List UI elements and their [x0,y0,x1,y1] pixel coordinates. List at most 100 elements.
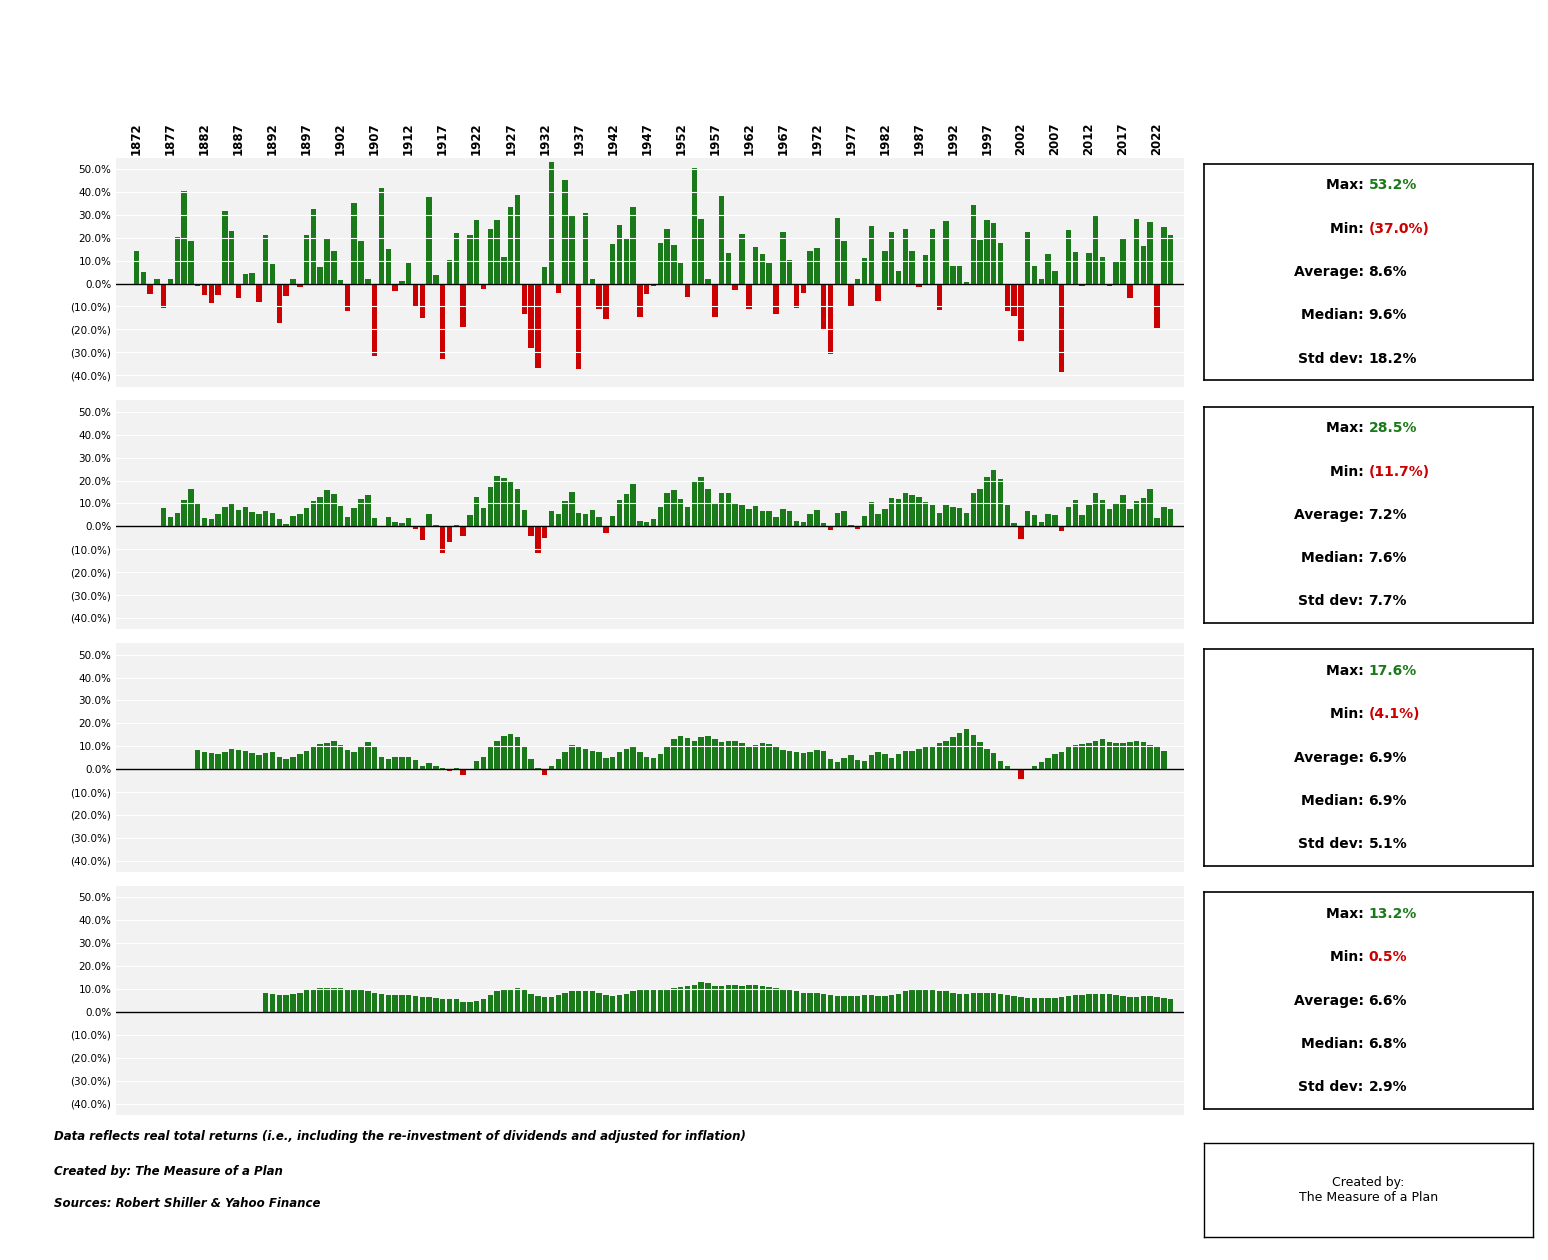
Bar [1053,515,1057,527]
Text: 7.6%: 7.6% [1368,551,1407,566]
Bar [209,519,214,527]
Bar [528,284,534,348]
Bar [215,755,221,769]
Bar [740,985,745,1012]
Bar [576,746,582,769]
Bar [957,266,963,284]
Bar [297,993,302,1012]
Bar [828,527,833,529]
Bar [406,263,412,284]
Bar [155,280,159,284]
Bar [522,746,526,769]
Bar [706,736,711,769]
Bar [882,251,887,284]
Bar [385,249,392,284]
Bar [937,992,943,1012]
Bar [372,518,378,527]
Bar [977,742,983,769]
Bar [875,514,881,527]
Text: Min:: Min: [1330,465,1368,479]
Bar [664,228,670,284]
Bar [522,990,526,1012]
Bar [447,999,452,1012]
Bar [650,284,656,286]
Bar [672,490,676,527]
Bar [1087,994,1091,1012]
Bar [862,258,867,284]
Bar [515,737,520,769]
Bar [379,994,384,1012]
Bar [726,984,731,1012]
Bar [616,995,622,1012]
Bar [684,738,690,769]
Bar [882,995,887,1012]
Bar [508,207,514,284]
Bar [1073,500,1077,527]
Bar [481,508,486,527]
Bar [950,507,955,527]
Bar [467,515,472,527]
Bar [1025,232,1031,284]
Bar [971,205,977,284]
Text: Median:: Median: [1300,794,1368,808]
Bar [1079,995,1085,1012]
Bar [985,993,989,1012]
Bar [460,769,466,775]
Bar [616,752,622,769]
Bar [550,766,554,769]
Bar [1073,252,1077,284]
Bar [712,985,718,1012]
Bar [943,992,949,1012]
Bar [718,742,724,769]
Bar [311,989,316,1012]
Bar [433,998,438,1012]
Bar [570,745,574,769]
Text: Average:: Average: [1294,508,1368,522]
Bar [576,284,582,369]
Text: 18.2%: 18.2% [1368,352,1416,365]
Bar [760,253,765,284]
Bar [582,514,588,527]
Bar [556,514,560,527]
Bar [610,995,616,1012]
Bar [964,994,969,1012]
Bar [515,988,520,1012]
Bar [732,741,738,769]
Bar [923,256,929,284]
Bar [998,479,1003,527]
Bar [616,226,622,284]
Bar [985,478,989,527]
Bar [638,284,642,318]
Bar [794,992,799,1012]
Bar [875,995,881,1012]
Bar [426,997,432,1012]
Bar [732,284,738,290]
Bar [1019,997,1023,1012]
Bar [726,253,731,284]
Bar [658,755,663,769]
Bar [991,470,997,527]
Bar [351,752,358,769]
Bar [596,993,602,1012]
Bar [413,760,418,769]
Bar [678,263,684,284]
Bar [263,753,268,769]
Bar [399,995,404,1012]
Bar [488,995,492,1012]
Bar [1101,257,1105,284]
Bar [664,990,670,1012]
Bar [337,280,344,284]
Bar [269,994,276,1012]
Bar [522,510,526,527]
Bar [243,275,248,284]
Bar [780,232,785,284]
Bar [317,267,324,284]
Bar [957,732,963,769]
Bar [814,750,819,769]
Bar [582,213,588,284]
Bar [841,241,847,284]
Bar [1113,261,1119,284]
Bar [630,747,636,769]
Text: Median:: Median: [1300,551,1368,566]
Bar [684,985,690,1012]
